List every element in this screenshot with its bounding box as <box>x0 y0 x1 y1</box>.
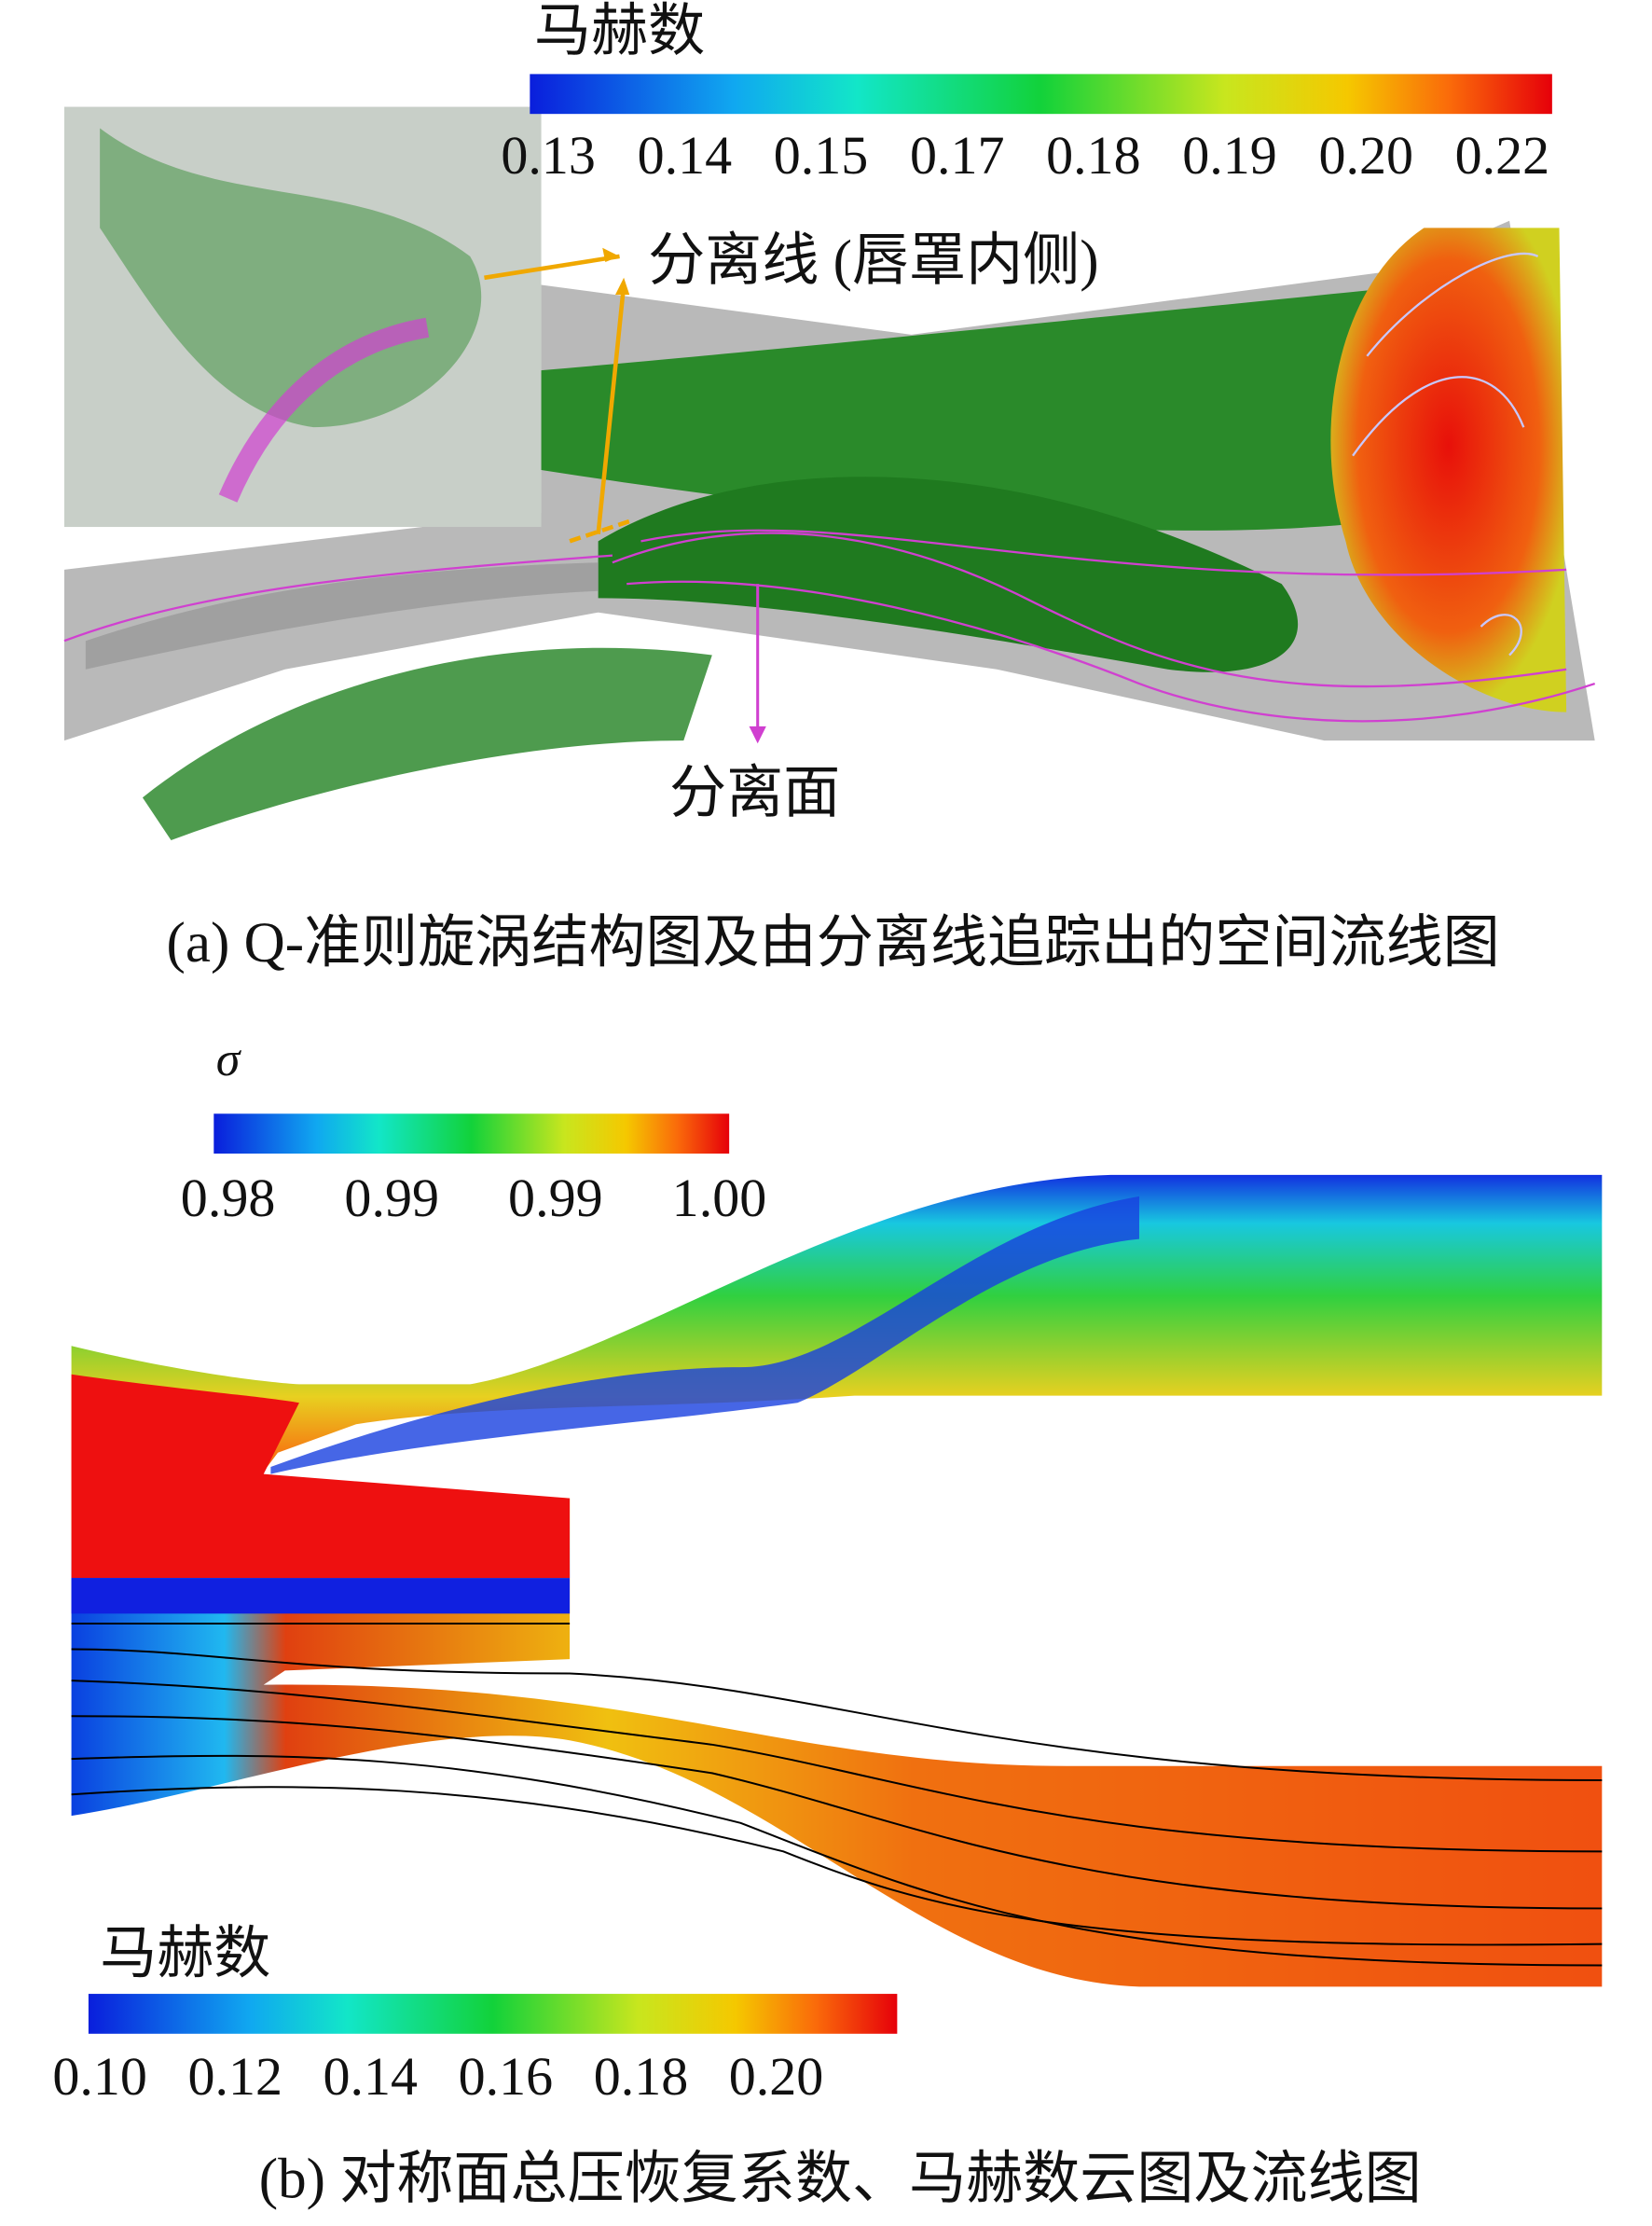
colorbar-ticks: 0.13 0.14 0.15 0.17 0.18 0.19 0.20 0.22 <box>501 125 1549 186</box>
arrowhead <box>614 277 630 296</box>
caption: (b) 对称面总压恢复系数、马赫数云图及流线图 <box>259 2148 1422 2210</box>
sigma-field <box>71 1174 1603 1579</box>
arrow <box>484 254 620 281</box>
annotation: 分离面 <box>669 762 840 824</box>
separation-mark <box>569 518 635 544</box>
colorbar-tick-label: 0.18 <box>1046 125 1141 186</box>
colorbar-tick-label: 0.20 <box>1318 125 1413 186</box>
inlet-contour <box>71 1374 571 1579</box>
arrowhead <box>602 247 620 263</box>
colorbar-tick-label: 0.98 <box>181 1168 276 1228</box>
colorbar <box>530 74 1552 115</box>
lip <box>85 562 599 670</box>
colorbar-tick-label: 0.15 <box>774 125 869 186</box>
exit-streamlines <box>1352 252 1539 657</box>
colorbar-title: 马赫数 <box>534 0 705 62</box>
arrowhead <box>749 726 766 744</box>
colorbar-tick-label: 0.13 <box>501 125 596 186</box>
colorbar-tick-label: 0.14 <box>324 2046 419 2107</box>
vortex-core <box>598 477 1299 672</box>
colorbar-tick-label: 0.17 <box>910 125 1005 186</box>
colorbar <box>88 1994 898 2034</box>
colorbar-tick-label: 0.18 <box>594 2046 689 2107</box>
exit-plane <box>1330 228 1567 712</box>
mach-field <box>71 1578 1603 1987</box>
mach-contour <box>71 1578 1603 1987</box>
colorbar-tick-label: 1.00 <box>672 1168 767 1228</box>
colorbar-tick-label: 0.99 <box>344 1168 439 1228</box>
vortex-lower <box>142 647 712 841</box>
vortex-inset <box>100 128 482 428</box>
colorbar-title: 马赫数 <box>100 1923 270 1985</box>
arrow <box>596 284 626 534</box>
streamline-bundle <box>218 317 430 503</box>
colorbar-tick-label: 0.19 <box>1182 125 1277 186</box>
vortex-scene <box>63 106 1609 855</box>
colorbar-title: σ <box>216 1033 242 1086</box>
annotation: 分离线 (唇罩内侧) <box>648 229 1099 292</box>
low-recovery <box>270 1196 1139 1474</box>
colorbar-tick-label: 0.20 <box>729 2046 824 2107</box>
colorbar-tick-label: 0.99 <box>508 1168 603 1228</box>
annotations: 分离线 (唇罩内侧) 分离面 <box>484 229 1099 824</box>
vortex-upper <box>541 284 1439 531</box>
colorbar-tick-label: 0.16 <box>459 2046 554 2107</box>
colorbar-tick-label: 0.12 <box>187 2046 282 2107</box>
mach-band <box>71 1578 571 1614</box>
colorbar-tick-label: 0.22 <box>1455 125 1550 186</box>
streamlines <box>71 1623 1603 1967</box>
colorbar-ticks: 0.98 0.99 0.99 1.00 <box>181 1168 766 1228</box>
streamlines <box>63 529 1596 723</box>
colorbar <box>213 1113 730 1154</box>
colorbar-tick-label: 0.10 <box>52 2046 147 2107</box>
caption: (a) Q-准则旋涡结构图及由分离线追踪出的空间流线图 <box>167 912 1500 975</box>
colorbar-tick-label: 0.14 <box>638 125 733 186</box>
colorbar-ticks: 0.10 0.12 0.14 0.16 0.18 0.20 <box>52 2046 823 2107</box>
